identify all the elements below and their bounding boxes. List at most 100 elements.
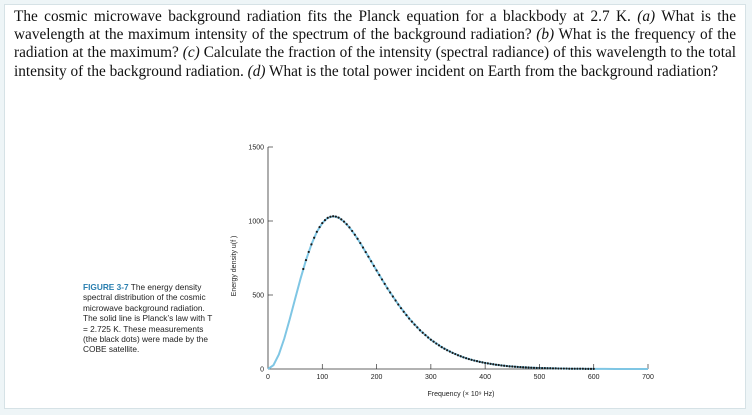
part-c-tag: (c) [182, 44, 200, 62]
x-tick-label: 200 [371, 374, 383, 381]
data-dot [383, 282, 386, 285]
data-dot [489, 362, 492, 365]
data-dot [535, 366, 538, 370]
data-dot [465, 357, 468, 360]
data-dot [375, 269, 378, 272]
data-dot [391, 295, 394, 298]
data-dot [367, 255, 370, 258]
data-dot [473, 359, 476, 362]
cobe-dots [302, 215, 595, 370]
data-dot [530, 366, 533, 369]
x-tick-label: 100 [316, 374, 328, 381]
data-dot [511, 365, 514, 368]
part-c-text: Calculate the fraction of the intensity … [14, 44, 736, 80]
data-dot [551, 367, 555, 370]
data-dot [429, 338, 432, 341]
data-dot [443, 347, 446, 350]
data-dot [560, 367, 563, 370]
data-dot [494, 363, 498, 366]
part-b-tag: (b) [536, 26, 555, 44]
x-tick-label: 500 [534, 374, 546, 381]
data-dot [413, 323, 416, 326]
data-dot [565, 367, 568, 370]
data-dot [584, 367, 587, 370]
data-dot [527, 366, 530, 369]
data-dot [334, 215, 337, 218]
data-dot [451, 351, 454, 354]
data-dot [361, 246, 365, 249]
data-dot [399, 307, 403, 310]
data-dot [351, 229, 354, 233]
data-dot [378, 273, 381, 277]
data-dot [432, 340, 435, 343]
data-dot [348, 226, 351, 229]
planck-curve [267, 215, 648, 370]
data-dot [372, 264, 375, 267]
chart-ticks: 0 100 200 300 400 500 600 700 0 500 1000 1500 [248, 145, 654, 382]
data-dot [418, 329, 422, 332]
data-dot [549, 367, 552, 370]
data-dot [557, 367, 560, 370]
data-dot [454, 352, 457, 356]
chart-axes [267, 147, 648, 370]
x-tick-label: 700 [642, 374, 654, 381]
data-dot [394, 299, 397, 302]
data-dot [345, 223, 348, 226]
data-dot [427, 336, 430, 339]
data-dot [410, 320, 413, 323]
data-dot [524, 366, 527, 369]
data-dot [302, 267, 305, 271]
data-dot [478, 360, 481, 363]
data-dot [318, 225, 321, 229]
data-dot [332, 215, 335, 218]
data-dot [440, 346, 443, 349]
x-tick-label: 400 [479, 374, 491, 381]
data-dot [402, 310, 405, 313]
data-dot [546, 367, 549, 370]
data-dot [342, 220, 346, 223]
data-dot [307, 250, 310, 254]
data-dot [570, 367, 574, 370]
data-dot [508, 365, 511, 368]
y-tick-label: 1000 [248, 219, 264, 226]
part-b-text: What is the frequency of the radiation a… [14, 26, 736, 62]
data-dot [516, 365, 519, 369]
data-dot [543, 367, 546, 370]
data-dot [470, 358, 473, 361]
data-dot [503, 364, 506, 367]
part-d-text: What is the total power incident on Eart… [265, 62, 719, 80]
data-dot [554, 367, 557, 370]
data-dot [380, 278, 384, 281]
data-dot [329, 215, 332, 218]
data-dot [310, 243, 313, 246]
data-dot [589, 367, 593, 370]
data-dot [370, 260, 373, 263]
data-dot [313, 236, 316, 239]
data-dot [435, 342, 438, 345]
data-dot [304, 258, 308, 262]
data-dot [462, 356, 465, 359]
figure-caption: FIGURE 3-7 The energy density spectral d… [83, 282, 218, 355]
data-dot [389, 291, 392, 294]
data-dot [576, 367, 579, 370]
data-dot [513, 365, 517, 368]
data-dot [456, 354, 460, 357]
data-dot [573, 367, 576, 370]
data-dot [397, 303, 400, 306]
data-dot [364, 250, 367, 254]
data-dot [568, 367, 571, 370]
data-dot [446, 349, 449, 352]
y-tick-label: 1500 [248, 145, 264, 152]
data-dot [459, 355, 462, 358]
data-dot [587, 367, 590, 370]
data-dot [562, 367, 565, 370]
data-dot [505, 364, 508, 368]
data-dot [323, 219, 327, 222]
data-dot [497, 363, 500, 367]
data-dot [386, 287, 389, 290]
data-dot [315, 230, 318, 233]
data-dot [500, 364, 503, 367]
data-dot [416, 326, 419, 329]
data-dot [321, 221, 324, 225]
